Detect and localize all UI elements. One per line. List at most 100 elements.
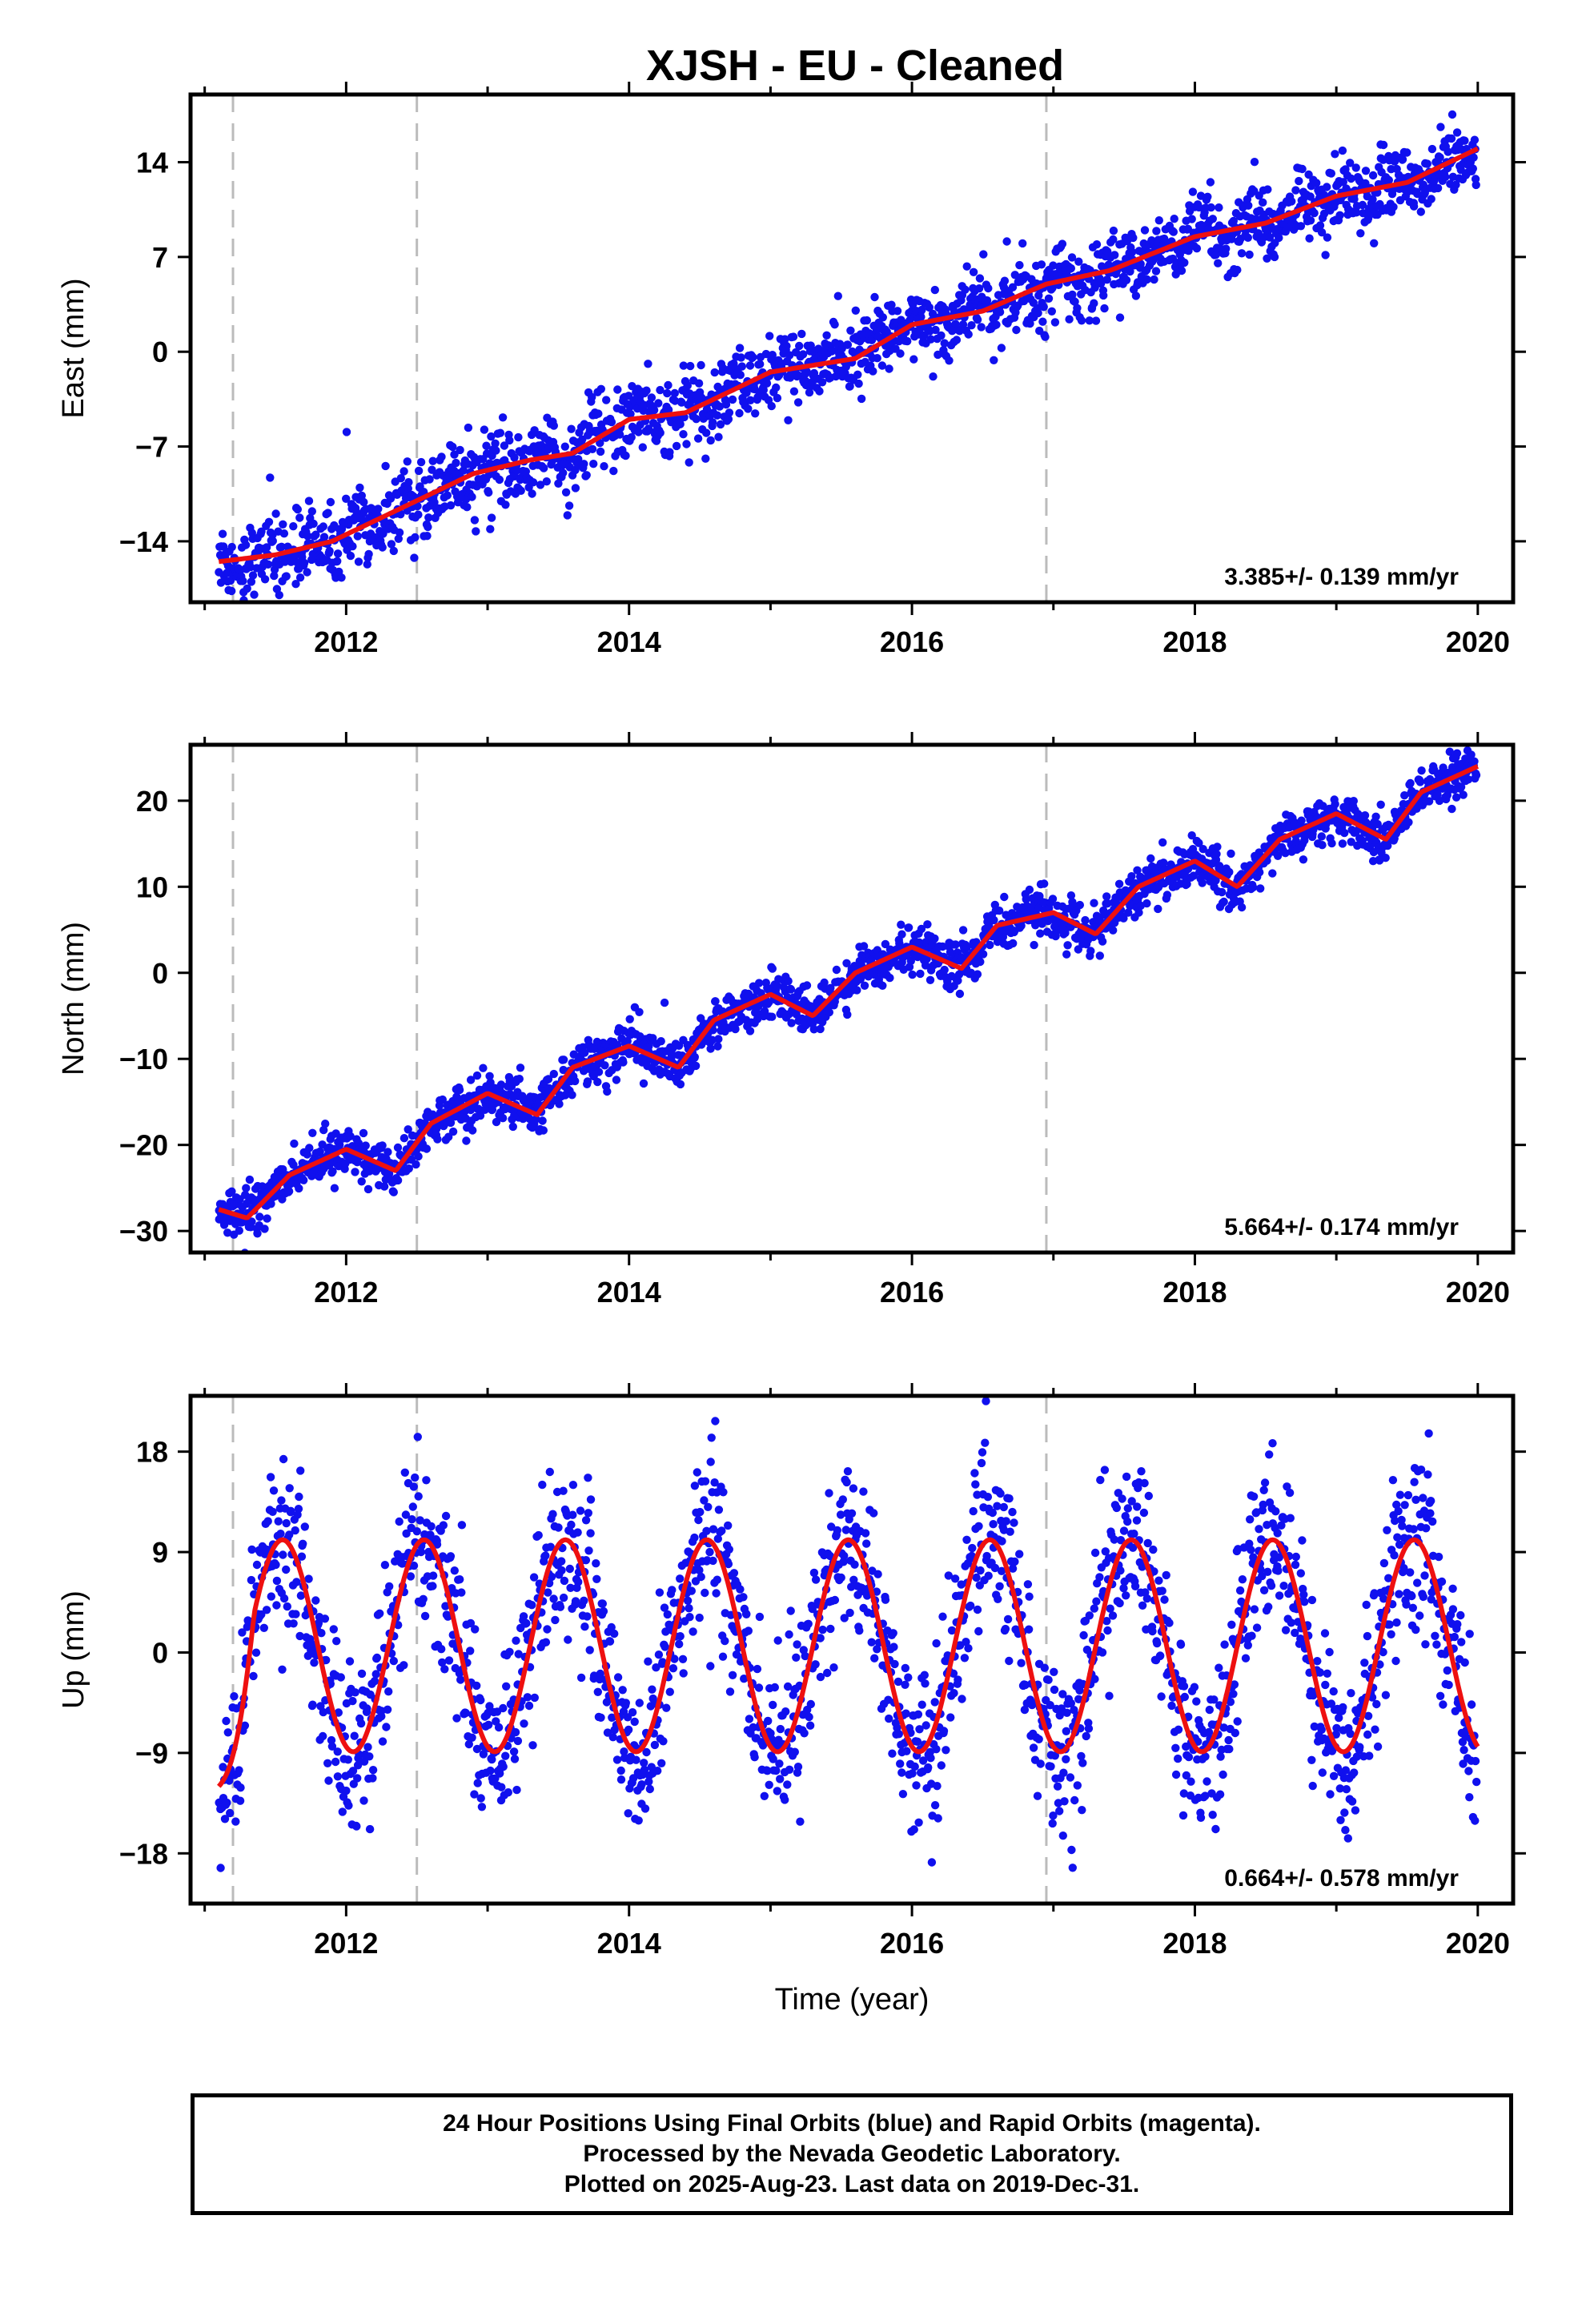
data-point [567,1520,576,1530]
data-point [547,1572,556,1582]
data-point [610,1629,619,1638]
data-point [1273,851,1283,861]
data-point [724,415,733,424]
data-point [499,1762,508,1771]
data-point [1195,203,1203,212]
data-point [484,488,493,497]
data-point [272,1601,281,1610]
data-point [930,1801,940,1810]
data-point [861,1529,870,1538]
y-tick-label: 20 [136,785,168,818]
data-point [546,1542,555,1551]
data-point [294,1505,303,1514]
data-point [958,320,968,329]
data-point [524,1701,534,1711]
data-point [1219,897,1228,907]
data-point [307,507,316,516]
data-point [1100,304,1109,313]
data-point [374,505,383,513]
data-point [862,1591,872,1600]
x-tick-label: 2018 [1162,1276,1227,1309]
data-point [549,1594,558,1603]
data-point [1299,855,1308,864]
data-point [480,425,489,434]
data-point [411,1473,420,1482]
data-point [795,341,804,351]
data-point [1406,778,1415,788]
data-point [806,1699,815,1709]
data-point [556,1602,565,1611]
data-point [833,1526,842,1535]
data-point [603,1087,612,1096]
data-point [1305,234,1314,243]
data-point [296,1591,306,1600]
data-point [1218,887,1227,897]
data-point [495,475,504,485]
data-point [901,1663,910,1673]
data-point [602,1698,612,1707]
data-point [1452,793,1461,802]
data-point [1383,841,1392,850]
data-point [783,1780,792,1789]
data-point [805,1721,815,1730]
data-point [472,527,480,536]
data-point [1327,169,1336,178]
data-point [626,409,635,419]
data-point [1368,195,1377,204]
data-point [706,436,715,445]
data-point [665,1687,674,1696]
data-point [735,408,744,418]
data-point [937,331,946,340]
data-point [869,367,877,376]
data-point [1360,811,1370,820]
data-point [827,347,837,356]
data-point [760,1007,769,1016]
data-point [1436,123,1445,131]
data-point [656,1037,665,1046]
data-point [291,1610,300,1618]
data-point [772,383,781,392]
data-point [497,1783,506,1791]
data-point [583,1077,592,1086]
data-point [855,1626,864,1635]
data-point [393,1143,403,1152]
data-point [320,1614,330,1623]
data-point [958,926,968,935]
data-point [1244,201,1253,210]
data-point [470,516,480,525]
data-point [484,1720,493,1729]
data-point [678,1655,688,1663]
data-point [712,1589,721,1598]
data-point [773,981,781,990]
data-point [992,320,1001,329]
data-point [342,428,351,436]
data-point [416,1547,426,1557]
data-point [840,1614,849,1622]
data-point [498,1114,508,1123]
data-point [955,327,964,336]
data-point [706,1458,715,1466]
data-point [307,1639,316,1648]
data-point [1124,908,1133,917]
data-point [637,1780,646,1789]
data-point [1327,838,1336,848]
data-point [668,1586,677,1594]
data-point [781,335,789,344]
data-point [822,331,831,340]
data-point [873,1645,881,1654]
data-point [1142,899,1151,908]
data-point [471,1625,480,1634]
data-point [1425,774,1435,784]
data-point [247,1545,256,1554]
data-point [557,1557,566,1566]
data-point [277,542,286,551]
data-point [897,1768,906,1777]
data-point [718,1652,728,1661]
data-point [592,1574,601,1584]
data-point [1212,850,1221,858]
data-point [356,1719,366,1728]
data-point [270,571,279,581]
data-point [658,1658,667,1667]
data-point [383,1705,392,1714]
data-point [612,1755,622,1764]
